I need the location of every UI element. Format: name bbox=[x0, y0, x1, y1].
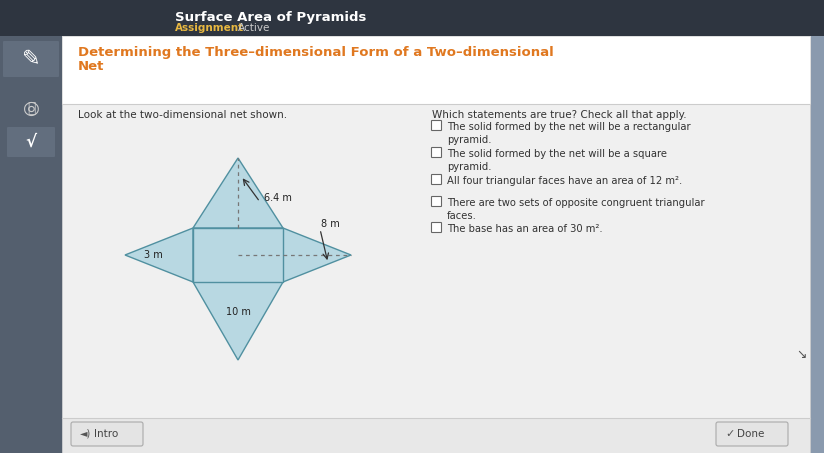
FancyBboxPatch shape bbox=[7, 127, 55, 157]
FancyBboxPatch shape bbox=[432, 148, 442, 158]
Text: All four triangular faces have an area of 12 m².: All four triangular faces have an area o… bbox=[447, 176, 682, 186]
Text: 8 m: 8 m bbox=[321, 219, 339, 229]
Text: Look at the two-dimensional net shown.: Look at the two-dimensional net shown. bbox=[78, 110, 287, 120]
Text: ⌒: ⌒ bbox=[27, 101, 35, 115]
FancyBboxPatch shape bbox=[0, 0, 824, 36]
Text: √: √ bbox=[26, 133, 36, 151]
Text: ✎: ✎ bbox=[21, 49, 40, 69]
Text: Which statements are true? Check all that apply.: Which statements are true? Check all tha… bbox=[432, 110, 686, 120]
Polygon shape bbox=[125, 228, 193, 282]
Text: Net: Net bbox=[78, 60, 105, 73]
Text: The solid formed by the net will be a rectangular
pyramid.: The solid formed by the net will be a re… bbox=[447, 122, 691, 145]
Text: ✓: ✓ bbox=[725, 429, 734, 439]
Text: Surface Area of Pyramids: Surface Area of Pyramids bbox=[175, 11, 367, 24]
Text: ◄): ◄) bbox=[80, 429, 91, 439]
FancyBboxPatch shape bbox=[62, 36, 810, 418]
FancyBboxPatch shape bbox=[3, 41, 59, 77]
FancyBboxPatch shape bbox=[432, 222, 442, 232]
Text: Assignment: Assignment bbox=[175, 23, 244, 33]
FancyBboxPatch shape bbox=[62, 418, 810, 453]
Text: Intro: Intro bbox=[94, 429, 119, 439]
Text: The base has an area of 30 m².: The base has an area of 30 m². bbox=[447, 224, 602, 234]
Text: 10 m: 10 m bbox=[226, 307, 250, 317]
FancyBboxPatch shape bbox=[432, 120, 442, 130]
Text: Active: Active bbox=[238, 23, 270, 33]
Text: ◎: ◎ bbox=[22, 98, 40, 117]
FancyBboxPatch shape bbox=[432, 197, 442, 207]
Text: There are two sets of opposite congruent triangular
faces.: There are two sets of opposite congruent… bbox=[447, 198, 705, 221]
FancyBboxPatch shape bbox=[716, 422, 788, 446]
Polygon shape bbox=[283, 228, 351, 282]
Text: 3 m: 3 m bbox=[144, 250, 163, 260]
Polygon shape bbox=[193, 282, 283, 360]
Text: The solid formed by the net will be a square
pyramid.: The solid formed by the net will be a sq… bbox=[447, 149, 667, 172]
Text: ↘: ↘ bbox=[797, 348, 808, 361]
Text: Done: Done bbox=[737, 429, 765, 439]
Polygon shape bbox=[193, 158, 283, 228]
Text: Determining the Three–dimensional Form of a Two–dimensional: Determining the Three–dimensional Form o… bbox=[78, 46, 554, 59]
FancyBboxPatch shape bbox=[0, 36, 62, 453]
FancyBboxPatch shape bbox=[62, 36, 810, 104]
Text: 6.4 m: 6.4 m bbox=[264, 193, 292, 203]
Polygon shape bbox=[193, 228, 283, 282]
FancyBboxPatch shape bbox=[432, 174, 442, 184]
FancyBboxPatch shape bbox=[71, 422, 143, 446]
